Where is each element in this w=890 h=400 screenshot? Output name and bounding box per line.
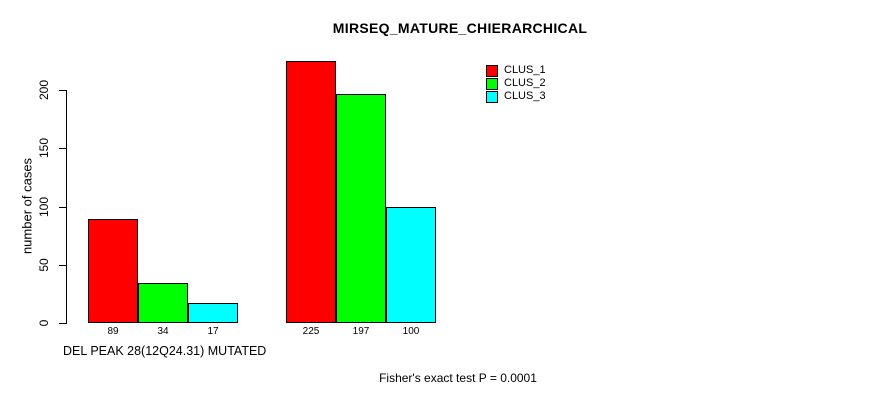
y-tick-label: 150 — [37, 138, 51, 159]
chart-title: MIRSEQ_MATURE_CHIERARCHICAL — [332, 20, 588, 36]
fisher-test-note: Fisher's exact test P = 0.0001 — [379, 371, 537, 385]
x-category-label: DEL PEAK 28(12Q24.31) MUTATED — [63, 344, 267, 358]
bar-value-label: 34 — [157, 326, 169, 337]
legend-label: CLUS_2 — [504, 77, 546, 89]
y-tick-label: 50 — [37, 258, 51, 272]
bar-value-label: 100 — [402, 326, 420, 337]
y-tick-mark — [59, 90, 66, 91]
y-axis-line — [66, 90, 67, 324]
bar-clus_3-group2 — [386, 206, 436, 323]
legend-item-clus-1: CLUS_1 — [486, 64, 546, 77]
y-axis-title-text: number of cases — [19, 157, 35, 255]
y-tick-mark — [59, 264, 66, 266]
y-tick-mark — [59, 148, 66, 150]
bar-clus_1-group2 — [286, 60, 336, 323]
bar-value-label: 89 — [107, 326, 119, 337]
legend-label: CLUS_1 — [504, 64, 546, 76]
y-tick-label: 0 — [37, 319, 51, 327]
bar-clus_3-group1 — [188, 303, 238, 323]
legend-item-clus-3: CLUS_3 — [486, 90, 546, 103]
y-tick-label: 100 — [37, 196, 51, 217]
bar-value-label: 17 — [207, 326, 219, 337]
y-tick-mark — [59, 206, 66, 208]
bar-clus_2-group1 — [138, 283, 188, 323]
legend-swatch-red — [486, 64, 498, 77]
bar-value-label: 197 — [352, 326, 370, 337]
legend: CLUS_1 CLUS_2 CLUS_3 — [486, 64, 546, 103]
legend-swatch-cyan — [486, 90, 498, 103]
legend-label: CLUS_3 — [504, 90, 546, 102]
bar-clus_1-group1 — [88, 219, 138, 323]
bar-value-label: 225 — [302, 326, 320, 337]
bar-clus_2-group2 — [336, 93, 386, 323]
legend-item-clus-2: CLUS_2 — [486, 77, 546, 90]
y-tick-label: 200 — [37, 79, 51, 101]
y-tick-mark — [59, 323, 66, 324]
legend-swatch-green — [486, 77, 498, 90]
